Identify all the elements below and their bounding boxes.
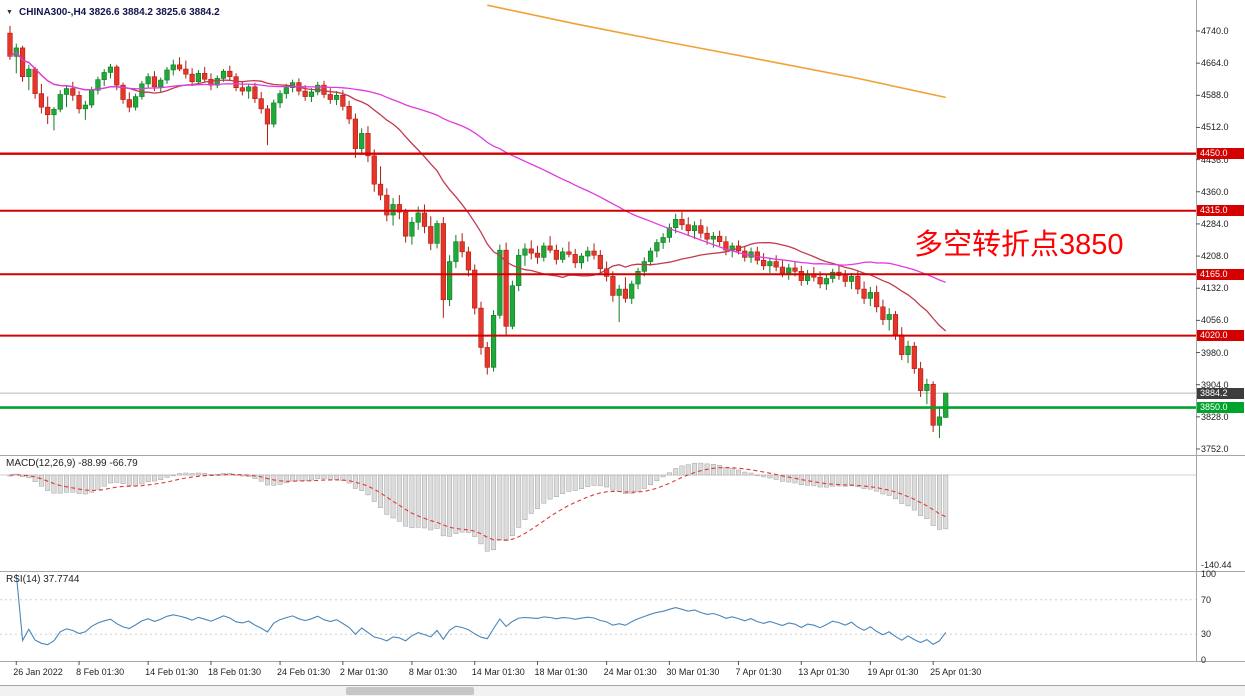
time-axis-label: 24 Mar 01:30: [603, 667, 657, 677]
time-axis-label: 14 Feb 01:30: [145, 667, 199, 677]
rsi-axis-label: 0: [1201, 655, 1207, 665]
rsi-axis-label: 30: [1201, 629, 1212, 640]
symbol-ohlc-header: CHINA300-,H4 3826.6 3884.2 3825.6 3884.2: [19, 7, 220, 18]
price-tick-label: 4208.0: [1201, 251, 1229, 262]
time-axis-label: 13 Apr 01:30: [798, 667, 850, 677]
price-tick-label: 4740.0: [1201, 26, 1229, 36]
time-axis-label: 14 Mar 01:30: [471, 667, 525, 677]
price-tick-label: 4512.0: [1201, 122, 1229, 133]
price-tick-label: 4360.0: [1201, 186, 1229, 197]
horizontal-scrollbar[interactable]: [0, 686, 1245, 696]
rsi-indicator-label: RSI(14) 37.7744: [6, 574, 80, 585]
price-tick-label: 3828.0: [1201, 411, 1229, 422]
price-tick-label: 4284.0: [1201, 218, 1229, 229]
price-tick-label: 3904.0: [1201, 379, 1229, 390]
time-axis-label: 18 Mar 01:30: [534, 667, 588, 677]
price-tick-label: 4664.0: [1201, 58, 1229, 69]
time-axis-label: 2 Mar 01:30: [339, 667, 388, 677]
price-tick-label: 4132.0: [1201, 283, 1229, 294]
price-tick-label: 4056.0: [1201, 315, 1229, 326]
time-axis-label: 8 Mar 01:30: [408, 667, 457, 677]
macd-indicator-label: MACD(12,26,9) -88.99 -66.79: [6, 458, 138, 469]
time-axis-label: 26 Jan 2022: [13, 667, 63, 677]
time-axis-label: 25 Apr 01:30: [930, 667, 982, 677]
time-axis-label: 7 Apr 01:30: [735, 667, 782, 677]
price-tick-label: 3980.0: [1201, 347, 1229, 358]
price-tick-label: 4588.0: [1201, 90, 1229, 101]
price-tick-label: 3752.0: [1201, 444, 1229, 454]
time-axis-label: 30 Mar 01:30: [666, 667, 720, 677]
scrollbar-thumb[interactable]: [346, 687, 474, 695]
rsi-axis-label: 100: [1201, 569, 1217, 579]
level-price-badge: 4315.0: [1197, 205, 1244, 217]
time-axis-label: 19 Apr 01:30: [867, 667, 919, 677]
rsi-axis-label: 70: [1201, 594, 1212, 605]
chart-annotation: 多空转折点3850: [914, 229, 1124, 261]
level-price-badge: 4450.0: [1197, 148, 1244, 160]
level-price-badge: 4020.0: [1197, 330, 1244, 342]
macd-axis-label: -140.44: [1201, 559, 1232, 570]
level-price-badge: 3850.0: [1197, 402, 1244, 414]
current-price-badge: 3884.2: [1197, 387, 1244, 399]
time-axis-label: 18 Feb 01:30: [207, 667, 261, 677]
level-price-badge: 4165.0: [1197, 268, 1244, 280]
price-tick-label: 4436.0: [1201, 154, 1229, 165]
time-axis-label: 24 Feb 01:30: [277, 667, 331, 677]
collapse-icon[interactable]: ▼: [6, 9, 13, 16]
time-axis-label: 8 Feb 01:30: [76, 667, 125, 677]
